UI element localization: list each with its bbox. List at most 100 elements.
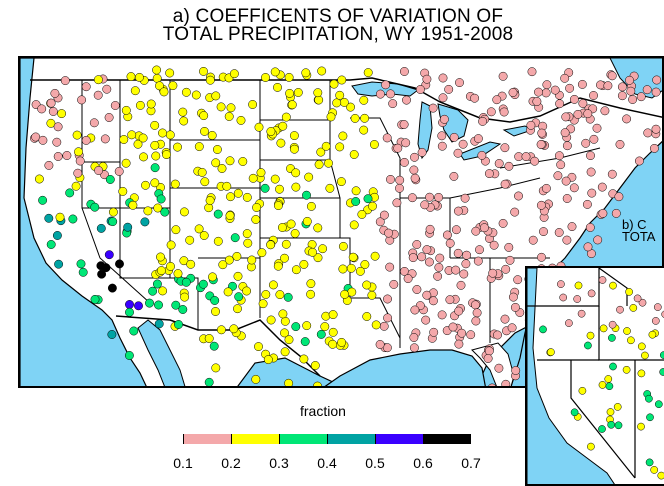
station-point [385, 262, 395, 272]
station-point [127, 130, 137, 140]
station-point [607, 169, 617, 179]
station-point [453, 148, 463, 158]
station-point [362, 312, 372, 321]
station-point [583, 242, 593, 252]
station-point [434, 192, 444, 202]
station-point [429, 327, 439, 337]
station-point [162, 150, 171, 160]
station-point [77, 95, 87, 105]
station-point [258, 299, 268, 309]
inset-station-point [605, 382, 614, 391]
station-point [363, 194, 373, 204]
station-point [532, 97, 542, 106]
station-point [150, 140, 160, 150]
station-point [586, 151, 595, 161]
station-point [581, 138, 591, 148]
station-point [300, 337, 310, 347]
station-point [392, 198, 402, 208]
station-point [90, 202, 100, 212]
station-point [458, 139, 468, 149]
station-point [335, 90, 345, 100]
station-point [417, 147, 427, 157]
station-point [617, 82, 627, 92]
station-point [456, 280, 466, 290]
station-point [349, 150, 359, 159]
station-point [313, 381, 322, 386]
station-point [52, 137, 62, 147]
legend-swatch [183, 434, 231, 444]
station-point [370, 251, 380, 261]
station-point [336, 177, 346, 187]
station-point [459, 269, 469, 279]
station-point [174, 320, 183, 329]
inset-station-point [547, 348, 555, 356]
station-point [213, 236, 223, 246]
station-point [286, 219, 296, 229]
station-point [537, 252, 546, 262]
station-point [489, 240, 499, 250]
station-point [565, 83, 575, 93]
station-point [636, 92, 646, 102]
us-mexico-border [115, 315, 321, 377]
station-point [438, 73, 448, 83]
station-point [275, 290, 285, 300]
legend-tick-label: 0.7 [461, 455, 481, 471]
station-point [257, 248, 267, 258]
station-point [567, 222, 577, 232]
station-point [199, 66, 208, 76]
station-point [110, 101, 120, 110]
inset-station-point [627, 336, 635, 345]
station-point [50, 88, 60, 98]
station-point [428, 103, 438, 113]
station-point [367, 290, 377, 300]
station-point [399, 67, 409, 76]
station-point [224, 255, 234, 265]
station-point [266, 127, 276, 136]
station-point [379, 321, 389, 331]
station-point [541, 88, 551, 98]
station-point [494, 159, 504, 168]
station-point [649, 143, 659, 153]
station-point [243, 238, 253, 248]
legend-swatch [375, 434, 423, 444]
station-point [199, 231, 209, 240]
station-point [211, 363, 221, 373]
station-point [554, 228, 564, 237]
station-point [306, 201, 316, 211]
station-point [278, 121, 288, 131]
station-point [363, 68, 373, 78]
station-point [600, 106, 610, 116]
station-point [439, 114, 449, 124]
station-point [266, 240, 276, 250]
station-point [44, 160, 54, 170]
station-point [291, 322, 301, 332]
inset-map-panel [525, 266, 664, 486]
inset-station-point [598, 425, 606, 433]
station-point [93, 90, 103, 100]
station-point [424, 257, 434, 267]
station-point [383, 294, 392, 304]
station-point [222, 181, 232, 191]
station-point [226, 192, 235, 202]
station-point [301, 68, 311, 78]
station-point [321, 311, 331, 321]
station-point [554, 151, 564, 161]
station-point [46, 240, 56, 249]
station-point [275, 184, 284, 194]
station-point [479, 223, 489, 233]
station-point [179, 207, 189, 217]
station-point [261, 290, 271, 299]
station-point [151, 151, 161, 161]
station-point [178, 107, 188, 117]
legend-tick-label: 0.6 [413, 455, 433, 471]
station-point [395, 175, 405, 185]
station-point [155, 81, 164, 91]
station-point [569, 183, 579, 193]
station-point [437, 131, 447, 141]
station-point [277, 223, 287, 232]
station-point [448, 322, 458, 332]
station-point [108, 207, 118, 217]
inset-station-point [578, 386, 587, 395]
station-point [268, 280, 278, 290]
station-point [420, 200, 430, 210]
